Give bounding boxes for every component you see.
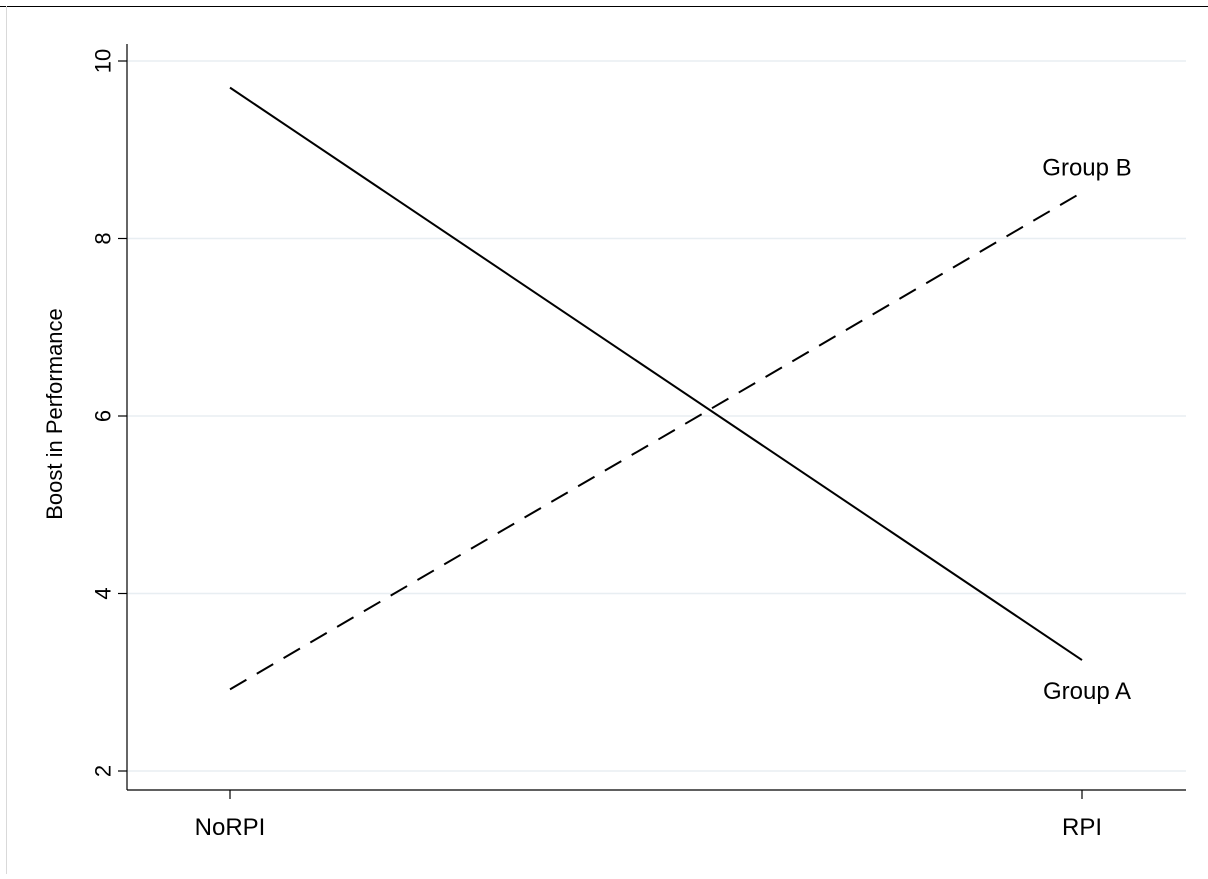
left-border [6,6,7,874]
axes [126,44,1186,791]
series-label-group-a: Group A [1043,678,1131,705]
y-axis-label: Boost in Performance [42,308,67,520]
y-ticks: 2 4 6 8 10 [91,49,127,777]
y-tick-label-1: 4 [91,587,116,599]
gridlines [127,60,1186,772]
top-border [0,6,1208,7]
x-ticks: NoRPI RPI [195,790,1102,841]
y-tick-label-2: 6 [91,410,116,422]
x-tick-label-1: RPI [1062,814,1102,841]
series-line-group-a [229,86,1083,661]
y-tick-label-4: 10 [91,49,116,73]
series-label-group-b: Group B [1042,154,1131,181]
series-lines [229,86,1083,691]
x-tick-label-0: NoRPI [195,814,266,841]
series-line-group-b [229,191,1083,691]
y-tick-label-0: 2 [91,765,116,777]
y-tick-label-3: 8 [91,232,116,244]
series-labels: Group A Group B [1042,154,1131,705]
